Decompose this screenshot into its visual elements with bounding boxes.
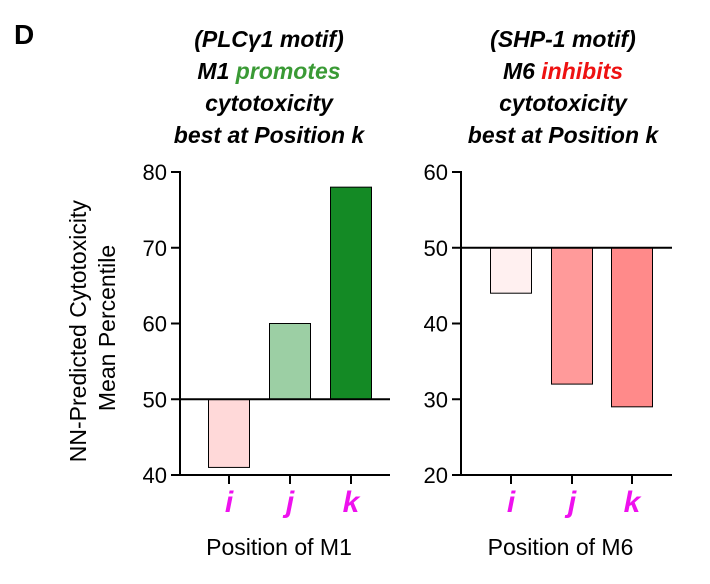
- y-tick-label: 20: [424, 463, 448, 488]
- chart-title-line: cytotoxicity: [499, 90, 628, 116]
- y-tick-label: 60: [424, 160, 448, 185]
- bar: [611, 247, 653, 408]
- bar: [269, 323, 311, 400]
- chart-title-segment: cytotoxicity: [499, 90, 628, 116]
- chart-panel-m1: (PLCγ1 motif) M1 promotes cytotoxicity best…: [143, 26, 390, 560]
- y-axis-label-line-1: NN-Predicted Cytotoxicity: [65, 200, 91, 463]
- chart-title-segment: cytotoxicity: [205, 90, 334, 116]
- chart-title-line: M1 promotes: [197, 58, 340, 84]
- chart-title-segment: M1: [197, 58, 235, 84]
- x-axis-label: Position of M1: [206, 534, 352, 560]
- x-tick-label: k: [624, 486, 642, 519]
- y-axis-label-line-2: Mean Percentile: [94, 245, 120, 411]
- x-tick-label: j: [282, 486, 295, 519]
- x-tick-label: k: [343, 486, 361, 519]
- chart-title-segment: M6: [503, 58, 541, 84]
- y-tick-label: 40: [424, 312, 448, 337]
- bar: [208, 398, 250, 468]
- y-tick-label: 50: [143, 387, 167, 412]
- y-axis-label: NN-Predicted Cytotoxicity Mean Percentil…: [65, 194, 120, 462]
- chart-title-segment: best at Position k: [174, 122, 366, 148]
- bar: [330, 186, 372, 400]
- chart-title-segment: best at Position k: [468, 122, 660, 148]
- y-tick-label: 40: [143, 463, 167, 488]
- y-tick-label: 50: [424, 236, 448, 261]
- panel-label: D: [14, 19, 34, 50]
- x-tick-label: i: [507, 486, 516, 519]
- y-tick-label: 80: [143, 160, 167, 185]
- y-tick-label: 60: [143, 312, 167, 337]
- bar: [490, 247, 532, 294]
- chart-title-line: (PLCγ1 motif): [194, 26, 344, 52]
- y-tick-label: 70: [143, 236, 167, 261]
- chart-panel-m6: (SHP-1 motif) M6 inhibits cytotoxicity best…: [424, 26, 672, 560]
- chart-title-line: best at Position k: [174, 122, 366, 148]
- chart-title-segment: inhibits: [541, 58, 623, 84]
- chart-title-segment: (SHP-1 motif): [490, 26, 636, 52]
- chart-title-line: M6 inhibits: [503, 58, 623, 84]
- y-tick-label: 30: [424, 387, 448, 412]
- chart-title-segment: promotes: [235, 58, 341, 84]
- chart-title-line: (SHP-1 motif): [490, 26, 636, 52]
- chart-title-line: best at Position k: [468, 122, 660, 148]
- x-tick-label: j: [564, 486, 577, 519]
- x-tick-label: i: [225, 486, 234, 519]
- x-axis-label: Position of M6: [488, 534, 634, 560]
- bar: [551, 247, 593, 385]
- chart-title-segment: (PLCγ1 motif): [194, 26, 344, 52]
- chart-title-line: cytotoxicity: [205, 90, 334, 116]
